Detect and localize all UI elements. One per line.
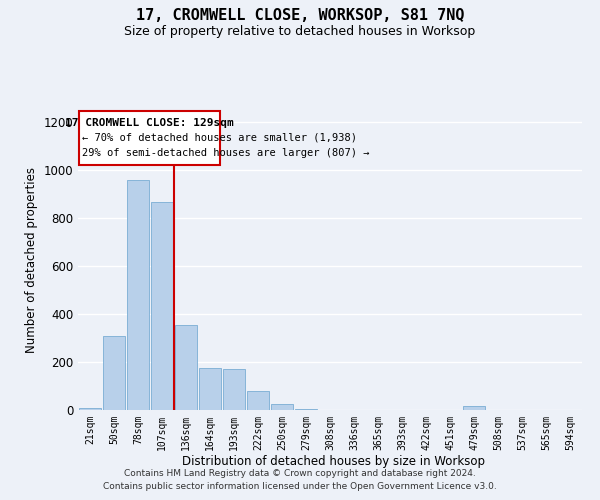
Text: Distribution of detached houses by size in Worksop: Distribution of detached houses by size …	[182, 454, 485, 468]
Bar	[199, 368, 221, 410]
Bar	[79, 111, 220, 165]
Bar	[247, 391, 269, 410]
Text: 29% of semi-detached houses are larger (807) →: 29% of semi-detached houses are larger (…	[82, 148, 369, 158]
Text: Contains HM Land Registry data © Crown copyright and database right 2024.
Contai: Contains HM Land Registry data © Crown c…	[103, 469, 497, 491]
Bar	[151, 202, 173, 410]
Bar	[223, 369, 245, 410]
Text: 17, CROMWELL CLOSE, WORKSOP, S81 7NQ: 17, CROMWELL CLOSE, WORKSOP, S81 7NQ	[136, 8, 464, 22]
Text: 17 CROMWELL CLOSE: 129sqm: 17 CROMWELL CLOSE: 129sqm	[65, 118, 234, 128]
Text: Size of property relative to detached houses in Worksop: Size of property relative to detached ho…	[124, 25, 476, 38]
Bar	[127, 180, 149, 410]
Y-axis label: Number of detached properties: Number of detached properties	[25, 167, 38, 353]
Bar	[79, 408, 101, 410]
Bar	[175, 325, 197, 410]
Bar	[103, 336, 125, 410]
Bar	[271, 404, 293, 410]
Bar	[295, 409, 317, 410]
Bar	[463, 406, 485, 410]
Text: ← 70% of detached houses are smaller (1,938): ← 70% of detached houses are smaller (1,…	[82, 133, 356, 143]
